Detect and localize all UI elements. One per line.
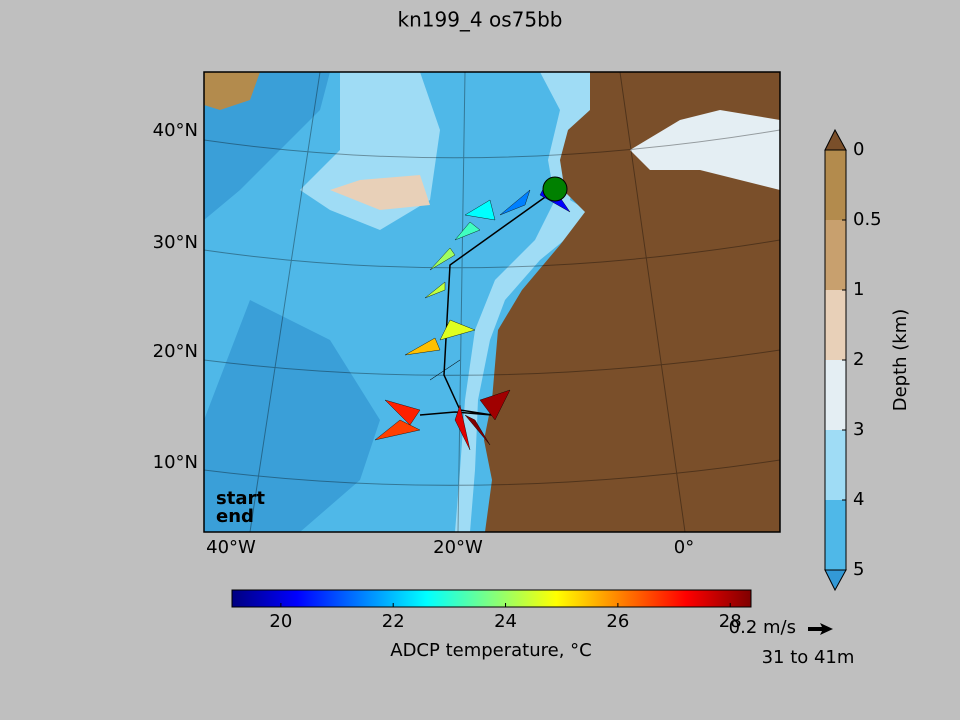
- colorbar-tick-label: 26: [606, 611, 629, 632]
- colorbar-tick-label: 28: [719, 611, 742, 632]
- colorbar-tick-label: 4: [853, 489, 864, 510]
- map-frame: [203, 71, 781, 533]
- depth-label: Depth (km): [890, 309, 911, 412]
- temperature-colorbar: [231, 589, 752, 608]
- colorbar-tick-label: 5: [853, 559, 864, 580]
- graticule: [204, 72, 780, 532]
- colorbar-tick-label: 20: [269, 611, 292, 632]
- legend-start: start: [216, 488, 265, 509]
- velocity-arrows: [374, 179, 571, 451]
- colorbar-tick-label: 2: [853, 349, 864, 370]
- deep-ocean: [204, 72, 380, 532]
- lat-label: 40°N: [153, 120, 198, 141]
- quiver-key-arrow: [808, 623, 833, 635]
- lon-label: 40°W: [206, 537, 256, 558]
- colorbar-tick-label: 3: [853, 419, 864, 440]
- mediterranean: [630, 110, 780, 190]
- colorbar-tick-label: 0.5: [853, 209, 882, 230]
- title: kn199_4 os75bb: [397, 8, 562, 32]
- ship-track: [419, 189, 556, 416]
- colorbar-tick-label: 1: [853, 279, 864, 300]
- colorbar-tick-label: 24: [494, 611, 517, 632]
- start-marker: [542, 176, 568, 202]
- quiver-key-label: 0.2 m/s: [729, 617, 796, 638]
- land: [204, 72, 260, 110]
- azores: [330, 175, 430, 210]
- lat-label: 10°N: [153, 452, 198, 473]
- colorbar-tick-label: 22: [382, 611, 405, 632]
- map: start end: [204, 72, 780, 532]
- colorbar-tick-label: 0: [853, 139, 864, 160]
- land: [484, 72, 780, 532]
- temperature-label: ADCP temperature, °C: [390, 640, 591, 661]
- lon-label: 0°: [674, 537, 694, 558]
- depth-range: 31 to 41m: [762, 647, 855, 668]
- lat-label: 20°N: [153, 341, 198, 362]
- lat-label: 30°N: [153, 232, 198, 253]
- lon-label: 20°W: [433, 537, 483, 558]
- legend-end: end: [216, 506, 254, 527]
